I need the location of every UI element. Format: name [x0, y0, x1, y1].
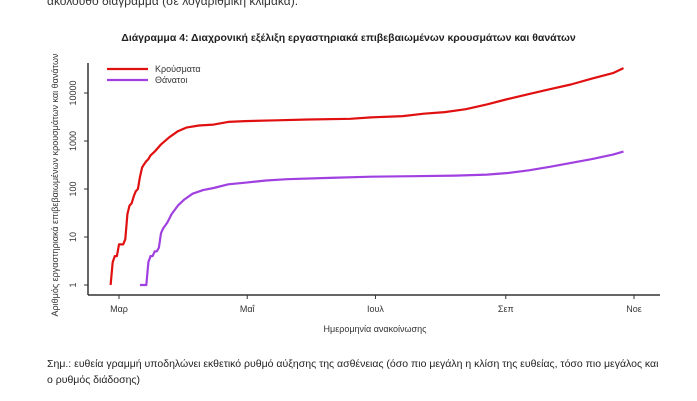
y-tick-label: 10000: [68, 80, 78, 105]
intro-text: ακόλουθο διάγραμμα (σε λογαριθμική κλίμα…: [47, 0, 299, 8]
x-tick-label: Σεπ: [498, 304, 514, 314]
y-tick-label: 100: [68, 181, 78, 196]
y-tick-label: 10: [68, 232, 78, 242]
chart-note: Σημ.: ευθεία γραμμή υποδηλώνει εκθετικό …: [47, 358, 659, 386]
y-axis-label: Αριθμός εργαστηριακά επιβεβαιωμένων κρου…: [50, 53, 60, 316]
x-tick-label: Μαρ: [110, 304, 128, 314]
x-tick-label: Ιουλ: [367, 304, 384, 314]
series-line-1: [140, 150, 624, 287]
y-tick-label: 1000: [68, 131, 78, 151]
y-tick-label: 1: [68, 282, 78, 287]
x-tick-label: Μαΐ: [240, 304, 256, 314]
legend-label: Κρούσματα: [155, 64, 201, 74]
x-tick-label: Νοε: [626, 304, 642, 314]
legend-label: Θάνατοι: [155, 75, 187, 85]
chart-title: Διάγραμμα 4: Διαχρονική εξέλιξη εργαστηρ…: [121, 32, 576, 44]
series-line-0: [109, 67, 624, 286]
x-axis-label: Ημερομηνία ανακοίνωσης: [324, 324, 428, 334]
